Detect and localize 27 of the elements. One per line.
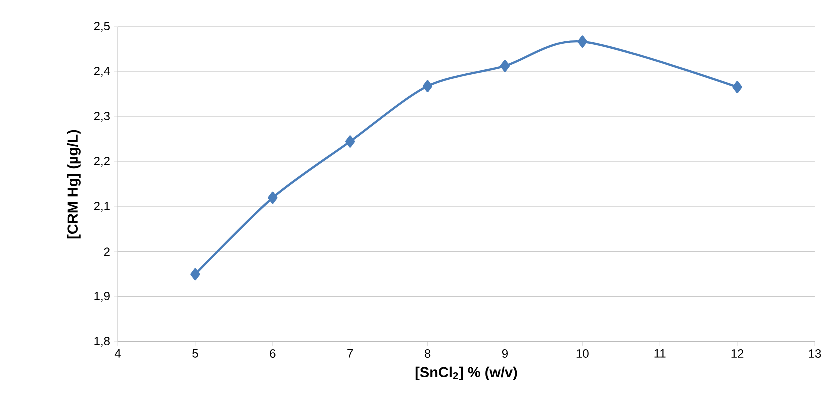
x-tick-label: 13: [809, 350, 822, 358]
x-tick-label: 11: [654, 350, 666, 358]
x-tick-label: 10: [576, 350, 589, 358]
x-tick-label: 8: [424, 350, 431, 358]
y-tick-label: 2,4: [94, 67, 110, 77]
x-tick-label: 9: [502, 350, 508, 358]
x-axis-title: [SnCl$_{2}$] % (w/v): [416, 366, 518, 380]
point: [345, 136, 356, 148]
y-tick-label: 2,5: [94, 22, 110, 32]
point: [578, 36, 588, 48]
x-tick-label: 4: [114, 350, 121, 358]
point: [190, 268, 200, 281]
y-tick-label: 1,8: [94, 337, 110, 347]
y-axis-title: [CRM Hg] (µg/L): [67, 130, 81, 239]
x-tick-label: 5: [192, 350, 198, 358]
x-tick-label: 7: [348, 350, 354, 358]
point: [732, 81, 742, 94]
point: [422, 80, 433, 92]
x-tick-label: 12: [732, 350, 744, 358]
y-tick-label: 2,2: [94, 157, 110, 167]
y-tick-label: 1,9: [94, 292, 110, 302]
y-tick-label: 2,3: [94, 112, 110, 122]
x-tick-label: 6: [270, 350, 276, 358]
y-tick-label: 2,1: [94, 202, 110, 212]
point: [500, 60, 510, 72]
y-tick-label: 2: [104, 248, 110, 256]
point: [268, 192, 278, 204]
